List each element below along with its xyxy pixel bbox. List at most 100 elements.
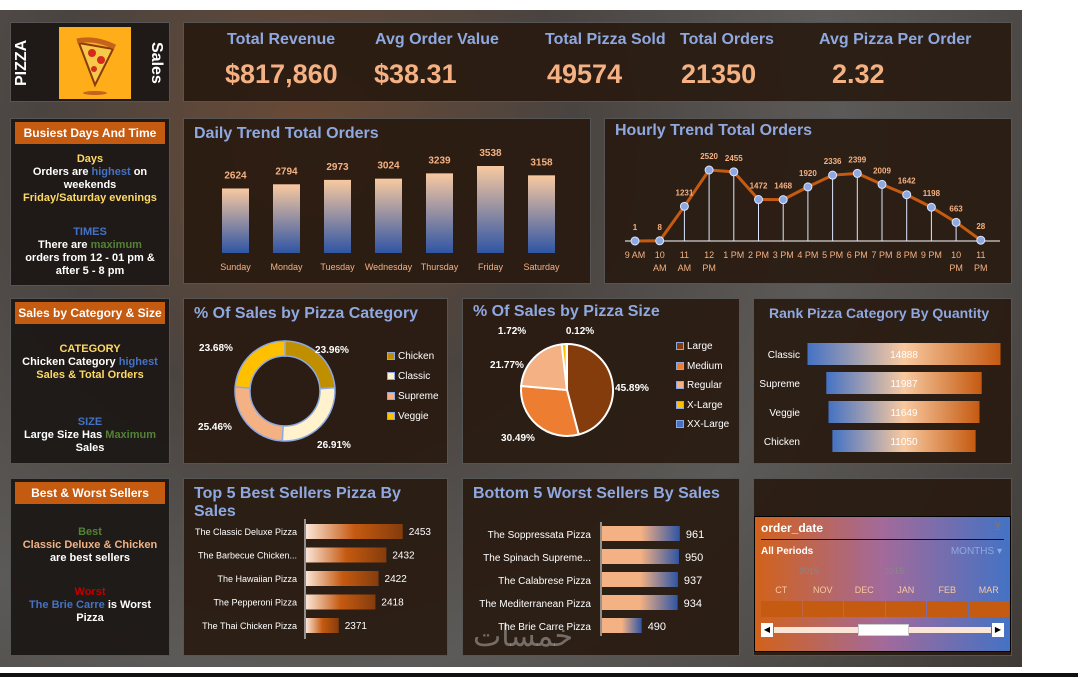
tick-label-2: AM — [653, 263, 667, 273]
category-size-notes-panel: Sales by Category & Size CATEGORY Chicke… — [10, 298, 170, 464]
data-label: 2432 — [392, 551, 415, 562]
month-tile[interactable]: JAN — [885, 585, 926, 621]
bar — [306, 594, 376, 610]
data-point — [976, 235, 986, 245]
scroll-thumb[interactable] — [858, 624, 909, 636]
data-label: 23.96% — [315, 345, 349, 356]
data-label: 1920 — [799, 169, 817, 178]
tick-label: Tuesday — [320, 262, 355, 272]
kpi-value: 49574 — [547, 59, 623, 89]
year-label: 2015 — [799, 566, 820, 576]
data-point — [778, 195, 788, 205]
legend-item: Supreme — [387, 391, 439, 402]
category-label: The Spinach Supreme... — [483, 553, 591, 564]
month-tile[interactable]: FEB — [927, 585, 968, 621]
data-point — [655, 236, 665, 246]
bar — [375, 178, 402, 253]
tick-label: 11 — [680, 250, 689, 260]
clear-filter-icon[interactable]: ⊻ — [993, 519, 1002, 533]
bar — [602, 618, 642, 633]
bottom5-chart: 961 The Soppressata Pizza 950 The Spinach S… — [479, 522, 704, 636]
data-point — [630, 236, 640, 246]
month-bar[interactable] — [885, 601, 926, 617]
month-bar[interactable] — [802, 601, 843, 617]
category-panel: % Of Sales by Pizza Category 23.96% 26.91… — [183, 298, 448, 464]
month-tile[interactable]: CT — [761, 585, 802, 621]
data-label: 937 — [684, 575, 702, 587]
month-label: DEC — [854, 585, 874, 595]
data-label: 23.68% — [199, 343, 233, 354]
size-panel: % Of Sales by Pizza Size 45.89% 30.49% 21.… — [462, 298, 740, 464]
data-label: 950 — [685, 552, 703, 564]
bar — [273, 184, 300, 253]
month-label: MAR — [978, 585, 999, 595]
top5-chart: 2453 The Classic Deluxe Pizza 2432 The Barb… — [195, 519, 431, 639]
month-bar[interactable] — [968, 601, 1009, 617]
kpi-value: $817,860 — [225, 59, 338, 89]
data-label: 663 — [949, 204, 963, 213]
month-tile[interactable]: MAR — [968, 585, 1009, 621]
legend-swatch — [676, 381, 684, 390]
tick-label: 9 AM — [625, 250, 646, 260]
data-label: 0.12% — [566, 326, 594, 337]
month-bar[interactable] — [927, 601, 968, 617]
slicer-title: order_date — [761, 521, 824, 535]
note-text: SIZE Large Size Has Maximum Sales — [23, 416, 157, 454]
rank-panel: Rank Pizza Category By Quantity 14888 Cla… — [753, 298, 1012, 464]
legend-swatch — [387, 352, 395, 361]
tick-label: 10 — [951, 250, 961, 260]
month-label: FEB — [938, 585, 956, 595]
legend-item: X-Large — [676, 400, 723, 411]
data-point — [877, 179, 887, 189]
data-label: 2624 — [224, 170, 247, 181]
kpi-label: Avg Pizza Per Order — [819, 31, 972, 48]
chart-title: Daily Trend Total Orders — [194, 125, 379, 142]
legend-item: Medium — [676, 361, 723, 372]
legend-item: Regular — [676, 380, 722, 391]
tick-label: 5 PM — [822, 250, 843, 260]
pizza-slice-icon — [59, 27, 131, 99]
scroll-right-button[interactable]: ▶ — [992, 623, 1004, 637]
busiest-notes-panel: Busiest Days And Time Days Orders are hi… — [10, 118, 170, 286]
slice-regular — [520, 343, 569, 392]
bar — [832, 430, 976, 452]
hourly-trend-chart: 1 9 AM 8 10 AM 1231 11 AM 2520 12 PM 2455 1 PM 1472 2 … — [625, 152, 1000, 273]
category-donut-chart: 23.96% 26.91% 25.46% 23.68% — [198, 340, 351, 451]
tick-label: 6 PM — [847, 250, 868, 260]
tick-label-2: AM — [678, 263, 692, 273]
chart-title: Top 5 Best Sellers Pizza By Sales — [194, 485, 401, 520]
month-bar[interactable] — [761, 601, 802, 617]
kpi-label: Total Revenue — [227, 31, 336, 48]
time-level-dropdown[interactable]: MONTHS ▾ — [950, 546, 1002, 557]
data-point — [951, 217, 961, 227]
bar — [828, 401, 980, 423]
month-tile[interactable]: DEC — [844, 585, 885, 621]
month-label: JAN — [897, 585, 915, 595]
bar — [602, 595, 678, 610]
data-point — [852, 168, 862, 178]
note-text: TIMES There are maximum orders from 12 -… — [25, 226, 155, 277]
data-label: 1468 — [774, 182, 792, 191]
timeline-scrollbar[interactable]: ◀ ▶ — [761, 623, 1004, 637]
tick-label: 3 PM — [773, 250, 794, 260]
legend-swatch — [387, 412, 395, 421]
data-label: 8 — [657, 223, 662, 232]
data-point — [679, 201, 689, 211]
tick-label: 2 PM — [748, 250, 769, 260]
bar — [306, 618, 339, 633]
scroll-left-button[interactable]: ◀ — [761, 623, 773, 637]
month-tile[interactable]: NOV — [802, 585, 843, 621]
data-point — [803, 182, 813, 192]
tick-label: Wednesday — [365, 262, 413, 272]
data-label: 1231 — [676, 188, 694, 197]
month-bar[interactable] — [844, 601, 885, 617]
category-label: The Calabrese Pizza — [498, 576, 591, 587]
data-label: 1198 — [923, 189, 941, 198]
bar — [826, 372, 982, 394]
category-label: The Brie Carre Pizza — [498, 622, 591, 633]
slice-veggie — [234, 340, 286, 389]
category-label: Veggie — [769, 408, 800, 419]
tick-label: Saturday — [523, 262, 560, 272]
panel-header: Busiest Days And Time — [15, 122, 165, 144]
order-date-timeline-slicer[interactable]: order_date ⊻ All Periods MONTHS ▾ 2015 2… — [754, 516, 1011, 652]
